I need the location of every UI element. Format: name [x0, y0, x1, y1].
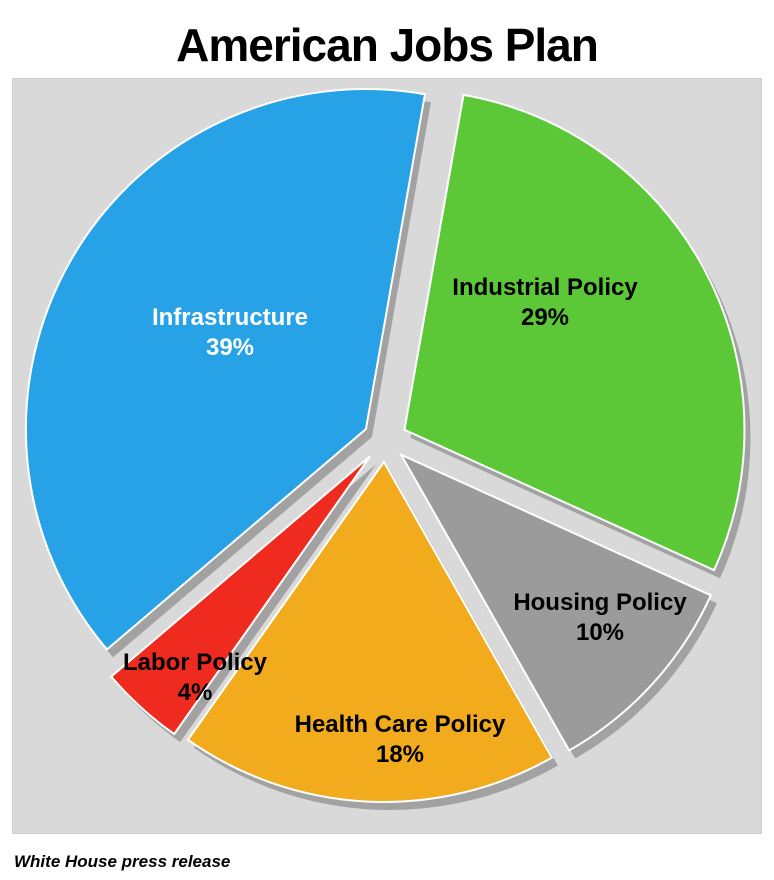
figure-root: American Jobs Plan Industrial Policy29%H… [0, 0, 774, 880]
pie-chart: Industrial Policy 29% Housing Policy 10% Hea… [0, 0, 774, 880]
slice-pct-labor: 4% [178, 679, 213, 706]
slice-label-infra: Infrastructure [152, 304, 308, 331]
slice-pct-infra: 39% [206, 334, 254, 361]
slice-label-healthcare: Health Care Policy [295, 711, 506, 738]
slice-pct-healthcare: 18% [376, 741, 424, 768]
slice-label-housing: Housing Policy [513, 589, 687, 616]
source-text: White House press release [14, 852, 230, 872]
slice-pct-housing: 10% [576, 619, 624, 646]
slice-label-labor: Labor Policy [123, 649, 268, 676]
slice-label-industrial: Industrial Policy [452, 274, 638, 301]
slice-pct-industrial: 29% [521, 304, 569, 331]
